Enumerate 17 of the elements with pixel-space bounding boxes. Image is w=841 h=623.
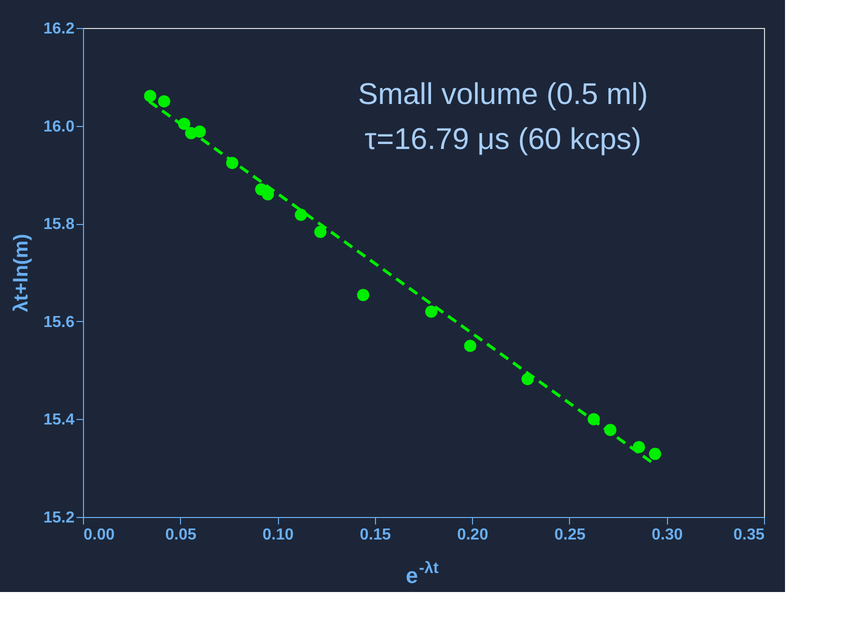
y-tick-label: 15.6: [43, 314, 75, 331]
x-tick-label: 0.20: [457, 526, 488, 544]
x-tick-label: 0.00: [84, 526, 115, 544]
annotation: τ=16.79 μs (60 kcps): [364, 123, 642, 156]
y-tick-label: 15.2: [43, 510, 75, 526]
x-tick-label: 0.15: [360, 526, 392, 544]
y-axis-title: λt+ln(m): [10, 234, 32, 312]
x-tick-label: 0.35: [733, 526, 765, 544]
y-tick-label: 16.0: [43, 118, 75, 136]
y-tick-label: 15.8: [43, 216, 75, 234]
y-tick-label: 16.2: [43, 20, 75, 38]
y-tick-label: 15.4: [43, 412, 75, 429]
x-tick-label: 0.30: [652, 526, 683, 544]
x-tick-label: 0.10: [262, 526, 294, 544]
annotation: Small volume (0.5 ml): [358, 78, 648, 111]
x-tick-label: 0.05: [165, 526, 196, 544]
x-tick-label: 0.25: [554, 526, 586, 544]
